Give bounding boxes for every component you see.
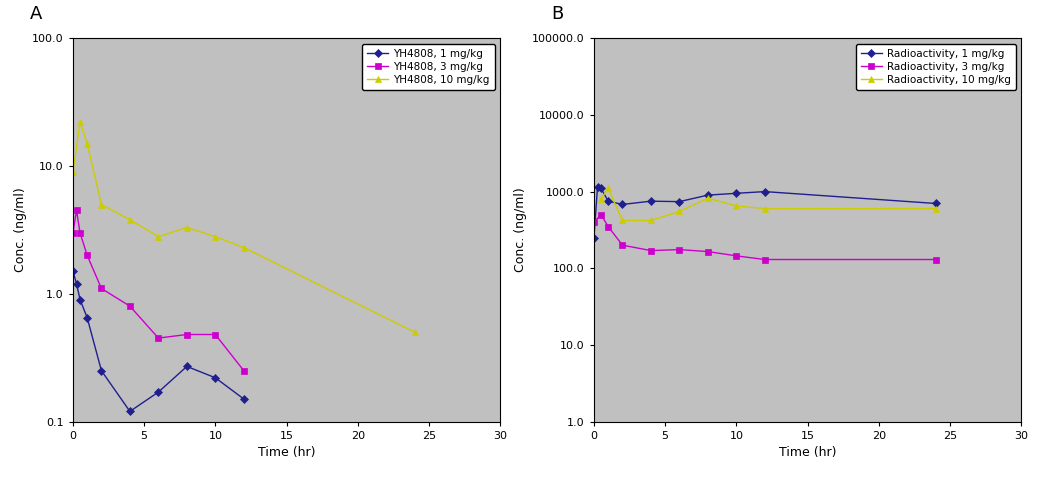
- Radioactivity, 3 mg/kg: [588, 219, 600, 225]
- Radioactivity, 3 mg/kg: [701, 249, 714, 254]
- YH4808, 3 mg/kg: [209, 331, 222, 337]
- Radioactivity, 3 mg/kg: [929, 257, 942, 262]
- Radioactivity, 3 mg/kg: [602, 224, 615, 229]
- Radioactivity, 3 mg/kg: [730, 253, 743, 259]
- YH4808, 1 mg/kg: [81, 315, 94, 320]
- YH4808, 1 mg/kg: [180, 364, 193, 369]
- YH4808, 3 mg/kg: [70, 207, 82, 213]
- YH4808, 10 mg/kg: [95, 202, 107, 207]
- Radioactivity, 1 mg/kg: [588, 235, 600, 240]
- YH4808, 3 mg/kg: [67, 230, 79, 236]
- YH4808, 1 mg/kg: [209, 375, 222, 381]
- Radioactivity, 10 mg/kg: [929, 205, 942, 211]
- Radioactivity, 10 mg/kg: [616, 217, 628, 223]
- Radioactivity, 3 mg/kg: [645, 248, 658, 253]
- YH4808, 1 mg/kg: [124, 409, 137, 414]
- YH4808, 3 mg/kg: [180, 331, 193, 337]
- YH4808, 10 mg/kg: [408, 330, 421, 335]
- YH4808, 10 mg/kg: [67, 169, 79, 175]
- Radioactivity, 10 mg/kg: [701, 195, 714, 201]
- Radioactivity, 3 mg/kg: [616, 242, 628, 248]
- Line: YH4808, 3 mg/kg: YH4808, 3 mg/kg: [70, 207, 247, 374]
- Line: YH4808, 1 mg/kg: YH4808, 1 mg/kg: [70, 269, 247, 414]
- Radioactivity, 3 mg/kg: [759, 257, 771, 262]
- YH4808, 1 mg/kg: [70, 281, 82, 286]
- Radioactivity, 1 mg/kg: [929, 201, 942, 206]
- Y-axis label: Conc. (ng/ml): Conc. (ng/ml): [14, 188, 27, 272]
- YH4808, 10 mg/kg: [180, 225, 193, 230]
- Line: YH4808, 10 mg/kg: YH4808, 10 mg/kg: [70, 119, 418, 336]
- Radioactivity, 10 mg/kg: [759, 205, 771, 211]
- YH4808, 10 mg/kg: [238, 245, 250, 251]
- Line: Radioactivity, 1 mg/kg: Radioactivity, 1 mg/kg: [591, 184, 939, 240]
- YH4808, 3 mg/kg: [81, 252, 94, 258]
- Radioactivity, 3 mg/kg: [673, 247, 686, 252]
- YH4808, 10 mg/kg: [124, 217, 137, 223]
- Text: B: B: [551, 5, 564, 23]
- X-axis label: Time (hr): Time (hr): [257, 446, 316, 459]
- Legend: YH4808, 1 mg/kg, YH4808, 3 mg/kg, YH4808, 10 mg/kg: YH4808, 1 mg/kg, YH4808, 3 mg/kg, YH4808…: [363, 44, 495, 90]
- Radioactivity, 10 mg/kg: [730, 203, 743, 209]
- Radioactivity, 1 mg/kg: [645, 198, 658, 204]
- Radioactivity, 1 mg/kg: [759, 189, 771, 194]
- Y-axis label: Conc. (ng/ml): Conc. (ng/ml): [514, 188, 527, 272]
- YH4808, 3 mg/kg: [238, 368, 250, 374]
- YH4808, 10 mg/kg: [152, 234, 165, 240]
- Line: Radioactivity, 10 mg/kg: Radioactivity, 10 mg/kg: [598, 185, 939, 224]
- YH4808, 1 mg/kg: [67, 268, 79, 274]
- Radioactivity, 10 mg/kg: [602, 185, 615, 191]
- Radioactivity, 1 mg/kg: [673, 199, 686, 205]
- YH4808, 3 mg/kg: [152, 335, 165, 341]
- Radioactivity, 10 mg/kg: [645, 217, 658, 223]
- Legend: Radioactivity, 1 mg/kg, Radioactivity, 3 mg/kg, Radioactivity, 10 mg/kg: Radioactivity, 1 mg/kg, Radioactivity, 3…: [855, 44, 1016, 90]
- YH4808, 10 mg/kg: [81, 141, 94, 147]
- YH4808, 3 mg/kg: [124, 303, 137, 309]
- Radioactivity, 1 mg/kg: [616, 202, 628, 207]
- Radioactivity, 1 mg/kg: [602, 198, 615, 204]
- YH4808, 3 mg/kg: [95, 285, 107, 291]
- YH4808, 1 mg/kg: [152, 389, 165, 395]
- Radioactivity, 1 mg/kg: [730, 191, 743, 196]
- Line: Radioactivity, 3 mg/kg: Radioactivity, 3 mg/kg: [591, 211, 939, 263]
- Radioactivity, 1 mg/kg: [701, 192, 714, 198]
- Text: A: A: [30, 5, 43, 23]
- YH4808, 3 mg/kg: [74, 230, 86, 236]
- Radioactivity, 1 mg/kg: [595, 185, 607, 191]
- Radioactivity, 3 mg/kg: [595, 212, 607, 217]
- YH4808, 1 mg/kg: [74, 297, 86, 303]
- YH4808, 1 mg/kg: [238, 396, 250, 402]
- YH4808, 10 mg/kg: [74, 119, 86, 125]
- X-axis label: Time (hr): Time (hr): [778, 446, 837, 459]
- Radioactivity, 1 mg/kg: [591, 184, 603, 190]
- Radioactivity, 10 mg/kg: [595, 196, 607, 202]
- Radioactivity, 10 mg/kg: [673, 209, 686, 215]
- YH4808, 1 mg/kg: [95, 368, 107, 374]
- YH4808, 10 mg/kg: [209, 234, 222, 240]
